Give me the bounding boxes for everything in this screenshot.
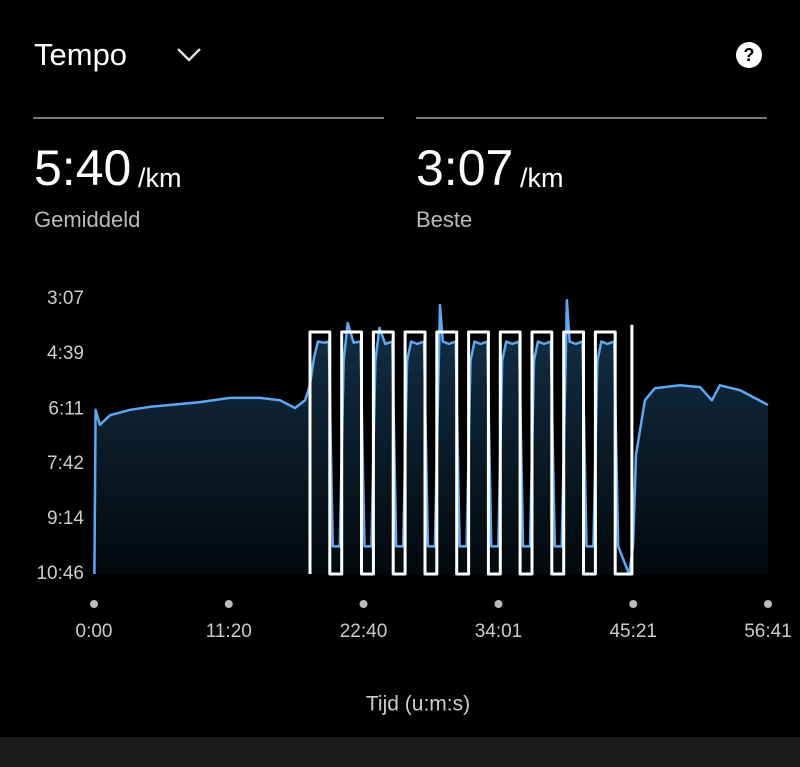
area-fill <box>94 300 768 574</box>
y-tick-label: 10:46 <box>36 563 84 584</box>
chart: 3:07 4:39 6:11 7:42 9:14 10:46 0:00 11:20 22:40 3… <box>36 288 791 642</box>
x-tick-dot <box>764 600 772 608</box>
stat-value: 5:40 <box>34 140 131 196</box>
x-tick-dot <box>90 600 98 608</box>
target-line <box>308 324 634 576</box>
x-tick-label: 56:41 <box>744 621 792 642</box>
help-button[interactable] <box>736 42 762 68</box>
stat-label: Gemiddeld <box>34 207 140 232</box>
y-tick-label: 3:07 <box>47 288 84 309</box>
bottom-bar <box>0 737 800 767</box>
stat-unit: /km <box>520 163 564 193</box>
x-tick-label: 45:21 <box>609 621 657 642</box>
x-tick-label: 34:01 <box>475 621 523 642</box>
y-tick-label: 9:14 <box>47 508 84 529</box>
stat-unit: /km <box>138 163 182 193</box>
x-tick-dot <box>224 600 233 608</box>
stat-label: Beste <box>416 207 472 232</box>
x-tick-label: 0:00 <box>76 621 113 642</box>
y-tick-label: 4:39 <box>47 343 84 364</box>
x-tick-dot <box>359 600 368 608</box>
x-tick-label: 22:40 <box>340 621 388 642</box>
help-icon: ? <box>744 45 755 65</box>
y-tick-label: 6:11 <box>48 398 84 419</box>
x-tick-dot <box>629 600 638 608</box>
y-tick-label: 7:42 <box>47 453 84 474</box>
x-tick-label: 11:20 <box>206 621 252 642</box>
title: Tempo <box>34 37 127 72</box>
stat-value: 3:07 <box>416 140 513 196</box>
dropdown-chevron[interactable] <box>177 48 201 62</box>
x-tick-dot <box>494 600 503 608</box>
x-axis-label: Tijd (u:m:s) <box>366 693 470 716</box>
